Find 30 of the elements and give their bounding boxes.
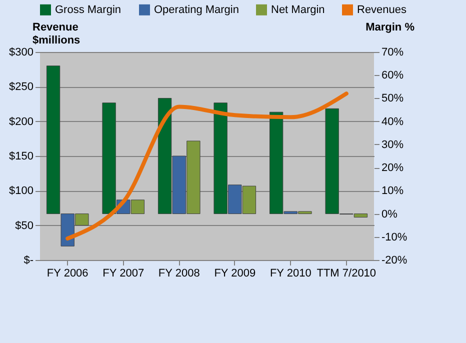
x-tick-label: FY 2007 [102, 268, 144, 280]
y2-tick-label: -10% [382, 231, 408, 244]
y2-tick-label: 10% [382, 185, 404, 198]
y2-tick-label: 0% [382, 208, 398, 220]
x-tick-label: FY 2006 [46, 268, 88, 280]
y2-tick-label: 50% [382, 92, 404, 105]
x-tick-label: FY 2008 [158, 268, 200, 280]
y-tick-label: $100 [9, 185, 34, 198]
y2-tick-label: -20% [382, 254, 408, 266]
y2-tick-label: 60% [382, 70, 404, 82]
y-tick-label: $300 [9, 46, 34, 58]
y-tick-label: $- [24, 254, 34, 266]
x-tick-label: FY 2009 [214, 268, 256, 280]
legend-label: Operating Margin [154, 4, 239, 16]
y2-tick-label: 30% [382, 138, 404, 151]
y-tick-label: $250 [9, 81, 34, 94]
y2-axis-title: Margin % [366, 22, 415, 34]
legend-label: Revenues [357, 4, 408, 16]
y-tick-label: $150 [9, 150, 34, 162]
y2-tick-label: 20% [382, 162, 404, 174]
y2-tick-label: 40% [382, 116, 404, 128]
legend-label: Gross Margin [55, 4, 122, 16]
x-tick-label: FY 2010 [270, 268, 312, 280]
y-tick-label: $200 [9, 116, 34, 128]
y2-tick-label: 70% [382, 46, 404, 58]
y-axis-title: Revenue $millions [32, 22, 80, 46]
legend-label: Net Margin [271, 4, 325, 16]
y-tick-label: $50 [15, 220, 34, 232]
line-series [66, 92, 348, 241]
x-tick-label: TTM 7/2010 [316, 268, 376, 280]
